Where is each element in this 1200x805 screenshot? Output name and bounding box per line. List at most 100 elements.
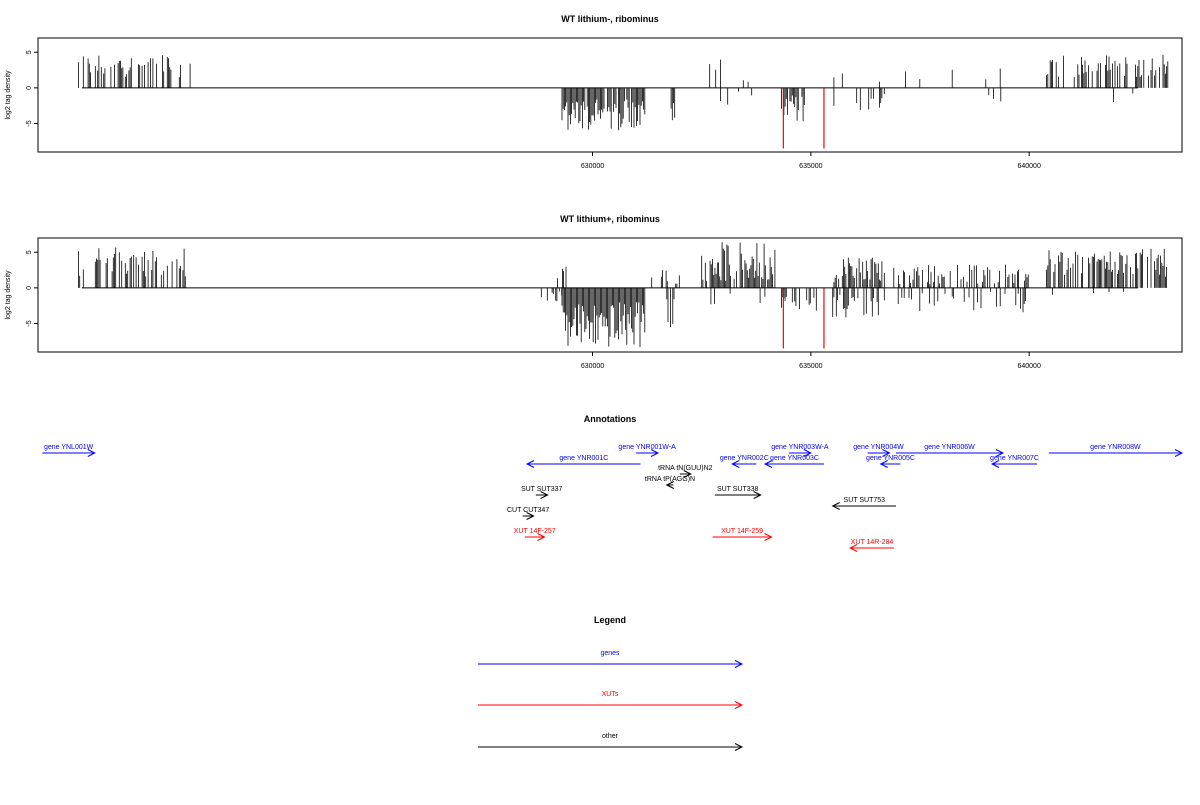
arrow-head (537, 533, 546, 541)
legend-item: XUTs (478, 691, 744, 709)
annotation-feature: CUT CUT347 (507, 507, 549, 520)
arrow-head (683, 470, 692, 478)
arrow-head (734, 743, 744, 751)
y-axis-label: log2 tag density (5, 70, 12, 120)
arrow-head (87, 449, 96, 457)
feature-label: tRNA tP(AGG)N (645, 476, 695, 483)
annotation-feature: tRNA tN(GUU)N2 (658, 465, 713, 478)
feature-label: CUT CUT347 (507, 507, 549, 514)
x-tick-label: 630000 (581, 163, 604, 170)
feature-label: XUT 14R-284 (851, 539, 894, 546)
arrow-head (753, 491, 762, 499)
annotation-feature: tRNA tP(AGG)N (645, 476, 695, 489)
annotation-feature: XUT 14R-284 (849, 539, 894, 552)
annotation-feature: gene YNL001W (42, 444, 96, 457)
annotations-title: Annotations (584, 414, 637, 424)
highlight-bars (782, 287, 825, 349)
feature-label: gene YNR008W (1090, 444, 1141, 451)
legend-title: Legend (594, 615, 626, 625)
legend-label: genes (600, 650, 620, 657)
annotation-feature: gene YNR004W (853, 444, 904, 457)
legend-label: other (602, 733, 619, 740)
arrow-head (763, 460, 773, 468)
feature-label: gene YNR006W (924, 444, 975, 451)
feature-label: gene YNR001W-A (618, 444, 676, 451)
feature-label: gene YNR001C (559, 455, 608, 462)
feature-label: SUT SUT337 (521, 486, 563, 493)
annotation-feature: SUT SUT753 (831, 497, 896, 510)
feature-label: gene YNR003C (770, 455, 819, 462)
annotation-feature: gene YNR007C (990, 455, 1039, 468)
legend-label: XUTs (602, 691, 619, 698)
x-axis-ticks: 630000 635000 640000 (581, 351, 1041, 370)
arrow-head (525, 460, 535, 468)
annotation-feature: gene YNR003C (763, 455, 824, 468)
panel-title: WT lithium-, ribominus (561, 14, 659, 24)
track-panel-lithium-minus: WT lithium-, ribominus log2 tag density … (5, 14, 1183, 170)
x-tick-label: 635000 (799, 163, 822, 170)
legend-item: genes (478, 650, 744, 668)
x-tick-label: 640000 (1017, 163, 1040, 170)
annotation-feature: SUT SUT337 (521, 486, 563, 499)
y-axis-label: log2 tag density (5, 270, 12, 320)
y-axis-ticks: 5 0 -5 (26, 50, 39, 127)
arrow-head (526, 512, 535, 520)
panel-title: WT lithium+, ribominus (560, 214, 660, 224)
y-tick-label: 0 (26, 286, 33, 290)
legend-item: other (478, 733, 744, 751)
annotation-feature: gene YNR003W-A (771, 444, 829, 457)
arrow-head (540, 491, 549, 499)
arrow-head (803, 449, 812, 457)
arrow-head (734, 660, 744, 668)
annotation-feature: gene YNR002C (720, 455, 769, 468)
annotation-feature: gene YNR006W (896, 444, 1005, 457)
feature-label: gene YNR003W-A (771, 444, 829, 451)
feature-label: XUT 14F-259 (721, 528, 763, 535)
arrow-head (849, 544, 858, 552)
signal-bars (78, 54, 1169, 131)
feature-label: SUT SUT753 (844, 497, 886, 504)
annotation-feature: gene YNR008W (1048, 444, 1184, 457)
arrow-head (990, 460, 1000, 468)
annotation-feature: XUT 14F-259 (712, 528, 773, 541)
arrow-head (650, 449, 660, 457)
x-tick-label: 635000 (799, 363, 822, 370)
feature-label: gene YNR002C (720, 455, 769, 462)
x-tick-label: 640000 (1017, 363, 1040, 370)
feature-label: XUT 14F-257 (514, 528, 556, 535)
arrow-head (731, 460, 740, 468)
signal-bars (78, 242, 1167, 347)
feature-label: gene YNR005C (866, 455, 915, 462)
y-tick-label: 5 (26, 50, 33, 54)
annotation-feature: gene YNR001C (525, 455, 641, 468)
legend-items: genes XUTs other (478, 650, 744, 751)
x-axis-ticks: 630000 635000 640000 (581, 151, 1041, 170)
feature-label: tRNA tN(GUU)N2 (658, 465, 713, 472)
y-tick-label: -5 (26, 320, 33, 326)
feature-label: SUT SUT338 (717, 486, 759, 493)
y-tick-label: 0 (26, 86, 33, 90)
arrow-head (882, 449, 891, 457)
y-tick-label: -5 (26, 120, 33, 126)
arrow-head (831, 502, 840, 510)
x-tick-label: 630000 (581, 363, 604, 370)
feature-label: gene YNL001W (44, 444, 94, 451)
arrow-head (1174, 449, 1184, 457)
arrow-head (764, 533, 773, 541)
annotation-feature: XUT 14F-257 (514, 528, 556, 541)
arrow-head (734, 701, 744, 709)
annotation-feature: gene YNR001W-A (618, 444, 676, 457)
y-axis-ticks: 5 0 -5 (26, 250, 39, 327)
arrow-head (879, 460, 888, 468)
arrow-head (665, 481, 674, 489)
track-panel-lithium-plus: WT lithium+, ribominus log2 tag density … (5, 214, 1183, 370)
highlight-bars (782, 87, 825, 149)
y-tick-label: 5 (26, 250, 33, 254)
feature-label: gene YNR004W (853, 444, 904, 451)
annotation-features: gene YNL001W gene YNR001C gene YNR001W-A ge… (42, 444, 1184, 552)
annotation-feature: gene YNR005C (866, 455, 915, 468)
feature-label: gene YNR007C (990, 455, 1039, 462)
